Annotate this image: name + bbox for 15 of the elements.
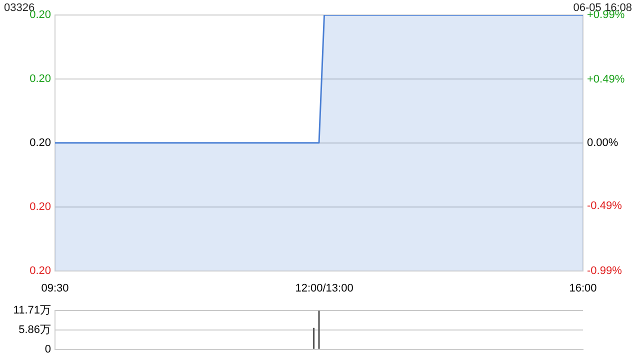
y2-tick-label: -0.49% xyxy=(587,200,622,212)
y-tick-label: 0.20 xyxy=(30,200,51,213)
y-tick-label: 5.86万 xyxy=(18,324,51,336)
x-tick-label: 12:00/13:00 xyxy=(295,282,354,294)
y-tick-label: 0.20 xyxy=(30,72,51,85)
x-tick-label: 16:00 xyxy=(569,282,597,294)
y-tick-label: 0.20 xyxy=(30,9,51,22)
y2-tick-label: +0.49% xyxy=(587,74,625,86)
y-tick-label: 0.20 xyxy=(30,136,51,149)
y-tick-label: 0 xyxy=(44,343,51,356)
y2-tick-label: -0.99% xyxy=(587,264,622,277)
y-tick-label: 11.71万 xyxy=(13,304,51,317)
x-tick-label: 09:30 xyxy=(41,282,69,294)
y-tick-label: 0.20 xyxy=(30,264,51,277)
y2-tick-label: 0.00% xyxy=(587,136,618,149)
